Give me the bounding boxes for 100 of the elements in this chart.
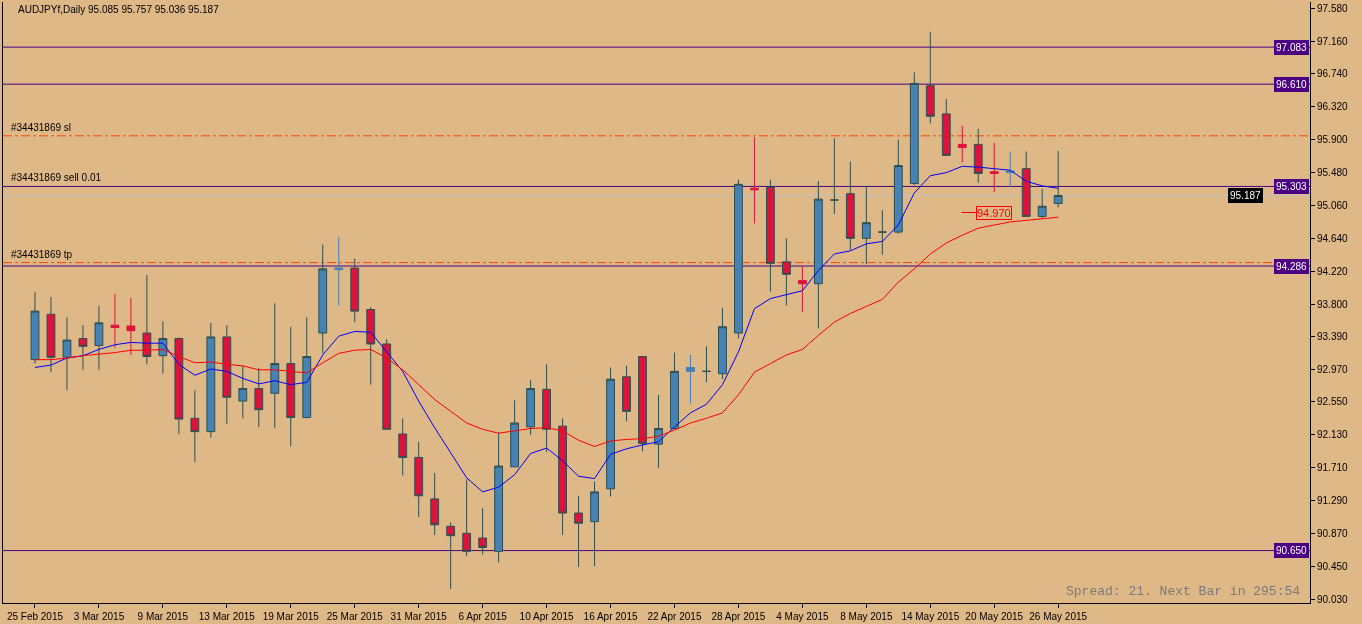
candlestick (1053, 150, 1063, 208)
candlestick (925, 31, 935, 124)
candlestick (286, 326, 296, 447)
y-tick-label: 92.970 (1317, 363, 1349, 375)
candlestick (941, 98, 951, 156)
x-tick-label: 25 Mar 2015 (326, 611, 384, 622)
candlestick (590, 481, 599, 567)
x-tick-label: 8 May 2015 (840, 611, 893, 622)
candlestick (478, 507, 488, 555)
x-tick-label: 4 May 2015 (776, 611, 829, 622)
candlestick (606, 366, 615, 498)
candlestick (1021, 150, 1031, 217)
annotation: #34431869 sl (11, 122, 72, 133)
candlestick (622, 365, 631, 422)
y-tick-label: 96.320 (1317, 101, 1349, 113)
candlestick (1037, 188, 1047, 220)
ref-line-label: 95.187 (1230, 190, 1262, 201)
candlestick (430, 472, 440, 536)
candlestick (446, 521, 456, 590)
y-tick-label: 91.290 (1317, 494, 1349, 506)
candlestick (813, 180, 823, 329)
candlestick (94, 305, 104, 371)
candlestick (222, 324, 232, 425)
candlestick (718, 307, 727, 380)
x-tick-label: 13 Mar 2015 (198, 611, 256, 622)
y-tick-label: 97.580 (1317, 2, 1349, 14)
candlestick (702, 345, 711, 383)
y-tick-label: 95.900 (1317, 134, 1349, 146)
x-tick-label: 20 May 2015 (965, 611, 1024, 622)
ref-line-label: 94.286 (1276, 261, 1308, 272)
candlestick (686, 354, 695, 404)
candlestick (861, 185, 871, 265)
candlestick (734, 179, 743, 339)
x-tick-label: 10 Apr 2015 (519, 611, 574, 622)
candlestick (893, 139, 903, 235)
candlestick (174, 337, 184, 435)
candlestick (1005, 150, 1015, 188)
candlestick (414, 441, 424, 518)
candlestick (238, 365, 248, 419)
x-tick-label: 28 Apr 2015 (711, 611, 766, 622)
y-tick-label: 94.220 (1317, 265, 1349, 277)
annotation: 94.970 (977, 207, 1011, 219)
y-tick-label: 95.480 (1317, 167, 1349, 179)
candlestick (909, 71, 919, 186)
y-tick-label: 90.030 (1317, 593, 1349, 605)
candlestick (30, 291, 40, 365)
candlestick (334, 236, 344, 307)
candlestick (142, 274, 152, 365)
candlestick (574, 495, 583, 568)
candlestick (494, 431, 504, 563)
y-tick-label: 93.390 (1317, 330, 1349, 342)
candlestick (190, 389, 200, 463)
candlestick (62, 316, 72, 391)
candlestick (398, 417, 408, 476)
candlestick (510, 399, 520, 468)
x-tick-label: 16 Apr 2015 (583, 611, 638, 622)
x-tick-label: 26 May 2015 (1029, 611, 1088, 622)
candlestick (110, 293, 120, 349)
y-tick-label: 90.870 (1317, 527, 1349, 539)
candlestick (462, 478, 472, 557)
candlestick (382, 338, 392, 430)
candlestick (781, 237, 791, 307)
ref-line-label: 96.610 (1276, 79, 1308, 90)
x-tick-label: 6 Apr 2015 (458, 611, 508, 622)
candlestick (766, 179, 775, 293)
x-tick-label: 31 Mar 2015 (390, 611, 448, 622)
x-tick-label: 14 May 2015 (901, 611, 960, 622)
candlestick (270, 302, 280, 429)
ref-line-label: 95.303 (1276, 181, 1308, 192)
candlestick (350, 258, 360, 323)
y-tick-label: 93.800 (1317, 298, 1349, 310)
annotation: #34431869 sell 0.01 (11, 172, 102, 183)
y-tick-label: 90.450 (1317, 560, 1349, 572)
y-tick-label: 95.060 (1317, 199, 1349, 211)
y-tick-label: 94.640 (1317, 232, 1349, 244)
ref-line-label: 97.083 (1276, 42, 1308, 53)
annotation: #34431869 tp (11, 249, 73, 260)
candlestick (877, 209, 887, 256)
candlestick (126, 297, 136, 356)
candlestick (558, 417, 567, 536)
y-tick-label: 92.550 (1317, 396, 1349, 408)
candlestick (797, 265, 807, 313)
candlestick (638, 356, 647, 452)
x-tick-label: 25 Feb 2015 (6, 611, 64, 622)
annotation: Spread: 21. Next Bar in 295:54 (1066, 584, 1301, 599)
candlestick (542, 363, 551, 453)
candlestick (670, 352, 679, 429)
candlestick (957, 125, 967, 163)
chart-title: AUDJPYf,Daily 95.085 95.757 95.036 95.187 (18, 3, 220, 15)
candlestick (829, 137, 839, 215)
candlestick (989, 142, 999, 193)
y-tick-label: 97.160 (1317, 35, 1349, 47)
ref-line-label: 90.650 (1276, 545, 1308, 556)
candlestick (302, 316, 312, 419)
x-tick-label: 9 Mar 2015 (137, 611, 189, 622)
candlestick (526, 379, 536, 436)
candlestick (254, 367, 264, 428)
candlestick (46, 296, 56, 373)
candlestick (973, 128, 983, 184)
candlestick (206, 322, 216, 439)
